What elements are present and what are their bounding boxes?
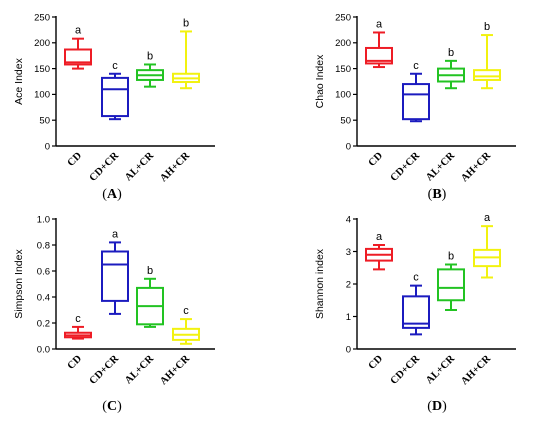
iqr-box <box>101 76 129 118</box>
y-axis-label: Chao Index <box>314 54 326 108</box>
box-cd: a <box>64 25 92 70</box>
y-axis-label: Ace Index <box>13 57 25 104</box>
y-tick-label: 1.0 <box>37 214 50 225</box>
iqr-box <box>437 268 465 302</box>
x-tick-label: AL+CR <box>123 353 156 386</box>
y-tick-label: 250 <box>335 12 351 23</box>
y-tick-label: 1 <box>346 312 351 323</box>
x-tick-label: CD <box>66 353 85 372</box>
x-tick-label: CD+CR <box>389 353 423 387</box>
significance-letter: b <box>183 17 189 29</box>
significance-letter: a <box>376 231 383 243</box>
iqr-box <box>64 48 92 66</box>
y-tick-label: 250 <box>34 12 50 23</box>
x-tick-label: CD <box>367 150 386 169</box>
box-ah-cr: c <box>172 305 200 345</box>
iqr-box <box>402 295 430 329</box>
y-tick-label: 0.0 <box>37 344 50 355</box>
box-cd: a <box>365 18 393 69</box>
panel-label: (C) <box>102 399 122 414</box>
significance-letter: a <box>112 228 119 240</box>
x-tick-label: CD <box>367 353 386 372</box>
box-ah-cr: b <box>473 21 501 90</box>
significance-letter: a <box>376 18 383 30</box>
box-ah-cr: b <box>172 17 200 90</box>
iqr-box <box>402 83 430 121</box>
box-ah-cr: a <box>473 212 501 279</box>
significance-letter: a <box>484 212 491 224</box>
significance-letter: a <box>75 25 82 37</box>
chart-panel-d: 0 1 2 3 4 Shannon index a CD c CD+CR b AL+CR a AH+CR (… <box>314 212 516 414</box>
significance-letter: b <box>147 50 153 62</box>
significance-letter: c <box>413 60 419 72</box>
panel-label: (A) <box>102 187 122 202</box>
box-al-cr: b <box>136 265 164 328</box>
x-tick-label: CD+CR <box>88 150 122 184</box>
box-cd-cr: a <box>101 228 129 315</box>
y-axis-label: Shannon index <box>314 248 326 319</box>
y-tick-label: 0.6 <box>37 266 50 277</box>
x-tick-label: AH+CR <box>158 353 192 387</box>
panel-label: (D) <box>427 399 447 414</box>
y-tick-label: 4 <box>346 214 351 225</box>
x-tick-label: CD+CR <box>88 353 122 387</box>
chart-panel-b: 0 50 100 150 200 250 Chao Index a CD c CD+CR b AL+CR… <box>314 12 516 202</box>
x-tick-label: AL+CR <box>123 150 156 183</box>
y-tick-label: 200 <box>335 38 351 49</box>
y-tick-label: 0 <box>346 344 351 355</box>
iqr-box <box>473 69 501 81</box>
y-axis-label: Simpson Index <box>13 249 25 319</box>
y-tick-label: 100 <box>335 90 351 101</box>
box-cd: a <box>365 231 393 271</box>
box-cd-cr: c <box>101 60 129 121</box>
significance-letter: c <box>112 60 118 72</box>
iqr-box <box>101 250 129 302</box>
y-tick-label: 0.4 <box>37 292 50 303</box>
y-tick-label: 0 <box>346 141 351 152</box>
significance-letter: b <box>147 265 153 277</box>
y-tick-label: 50 <box>340 116 351 127</box>
y-tick-label: 100 <box>34 90 50 101</box>
y-tick-label: 0 <box>45 141 50 152</box>
y-tick-label: 150 <box>34 64 50 75</box>
y-tick-label: 50 <box>39 116 50 127</box>
significance-letter: b <box>484 21 490 33</box>
y-tick-label: 2 <box>346 279 351 290</box>
box-cd-cr: c <box>402 272 430 336</box>
significance-letter: b <box>448 47 454 59</box>
box-cd: c <box>64 313 92 340</box>
x-tick-label: AH+CR <box>459 353 493 387</box>
box-al-cr: b <box>437 47 465 90</box>
box-al-cr: b <box>437 251 465 311</box>
y-tick-label: 150 <box>335 64 351 75</box>
y-tick-label: 0.2 <box>37 318 50 329</box>
y-tick-label: 3 <box>346 247 351 258</box>
x-tick-label: AH+CR <box>459 150 493 184</box>
y-tick-label: 0.8 <box>37 240 50 251</box>
x-tick-label: AL+CR <box>424 353 457 386</box>
chart-panel-c: 0.0 0.2 0.4 0.6 0.8 1.0 Simpson Index c CD a CD+CR… <box>13 214 215 414</box>
y-tick-label: 200 <box>34 38 50 49</box>
significance-letter: c <box>413 272 419 284</box>
x-tick-label: CD+CR <box>389 150 423 184</box>
panel-label: (B) <box>428 187 447 202</box>
x-tick-label: CD <box>66 150 85 169</box>
x-tick-label: AH+CR <box>158 150 192 184</box>
box-al-cr: b <box>136 50 164 88</box>
x-tick-label: AL+CR <box>424 150 457 183</box>
chart-panel-a: 0 50 100 150 200 250 Ace Index a CD c CD+CR b AL+CR b… <box>13 12 215 202</box>
significance-letter: c <box>183 305 189 317</box>
significance-letter: b <box>448 251 454 263</box>
box-cd-cr: c <box>402 60 430 123</box>
iqr-box <box>365 46 393 65</box>
significance-letter: c <box>75 313 81 325</box>
